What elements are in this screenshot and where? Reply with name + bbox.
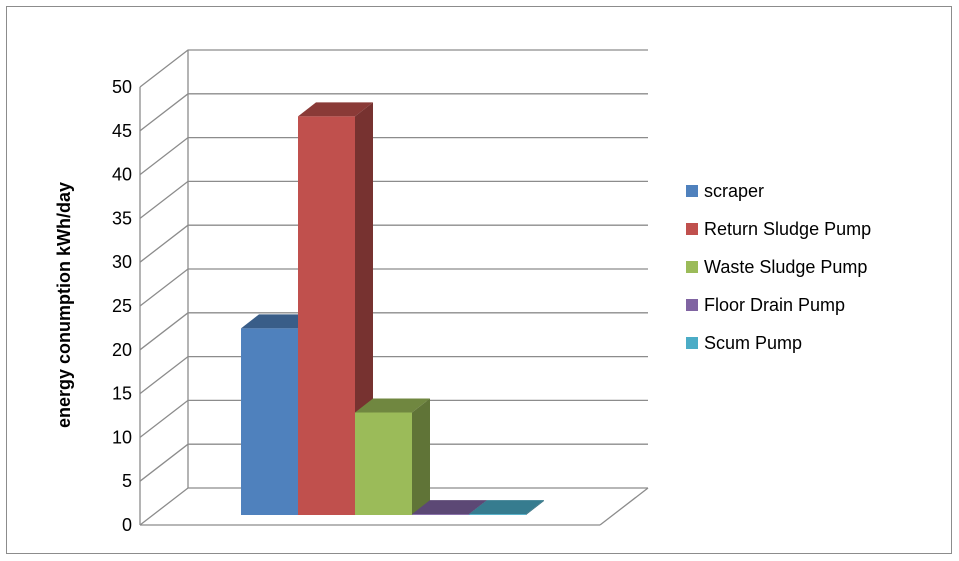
bar-top: [355, 398, 430, 413]
legend-entry: Waste Sludge Pump: [686, 257, 867, 277]
gridline: [139, 49, 648, 88]
gridline: [139, 136, 648, 176]
gridline: [139, 224, 648, 263]
legend-swatch: [686, 337, 698, 349]
legend-swatch: [686, 261, 698, 273]
gridlines: [139, 49, 648, 526]
y-tick-label: 35: [112, 208, 132, 228]
bar-front: [412, 514, 469, 515]
gridline: [139, 180, 648, 219]
y-tick-label: 40: [112, 165, 132, 185]
y-axis-label: energy conumption kWh/day: [54, 182, 74, 428]
y-tick-label: 10: [112, 427, 132, 447]
gridline: [139, 443, 648, 482]
floor-right-edge: [599, 487, 649, 526]
y-tick-label: 20: [112, 340, 132, 360]
bar-side: [526, 500, 544, 515]
legend-label: Scum Pump: [704, 333, 802, 353]
legend-label: Return Sludge Pump: [704, 219, 871, 239]
legend-label: scraper: [704, 181, 764, 201]
gridline: [139, 268, 648, 307]
bars: [241, 102, 544, 516]
bar-top: [298, 102, 373, 117]
gridline: [139, 355, 648, 395]
legend: scraper Return Sludge Pump Waste Sludge Pu…: [686, 181, 871, 353]
legend-entry: Scum Pump: [686, 333, 802, 353]
y-tick-label: 45: [112, 121, 132, 141]
bar-front: [298, 116, 355, 516]
bar: [355, 398, 430, 515]
legend-entry: scraper: [686, 181, 764, 201]
y-tick-label: 50: [112, 77, 132, 97]
legend-swatch: [686, 299, 698, 311]
gridline: [139, 399, 648, 438]
bar-front: [355, 412, 412, 515]
y-tick-label: 0: [122, 515, 132, 535]
legend-swatch: [686, 185, 698, 197]
bar: [469, 500, 544, 515]
legend-label: Floor Drain Pump: [704, 295, 845, 315]
bar-side: [412, 398, 430, 515]
legend-swatch: [686, 223, 698, 235]
y-tick-label: 30: [112, 252, 132, 272]
y-tick-label: 5: [122, 471, 132, 491]
bar-top: [469, 500, 544, 515]
bar-top: [412, 500, 487, 515]
y-tick-label: 15: [112, 384, 132, 404]
legend-label: Waste Sludge Pump: [704, 257, 867, 277]
gridline: [139, 487, 648, 526]
gridline: [139, 312, 648, 351]
bar-front: [241, 328, 298, 515]
y-axis-ticks: 0 5 10 15 20 25 30 35 40 45 50: [112, 77, 132, 535]
y-tick-label: 25: [112, 296, 132, 316]
legend-entry: Return Sludge Pump: [686, 219, 871, 239]
gridline: [139, 93, 648, 132]
legend-entry: Floor Drain Pump: [686, 295, 845, 315]
bar-top: [241, 314, 316, 329]
bar-front: [469, 514, 526, 515]
